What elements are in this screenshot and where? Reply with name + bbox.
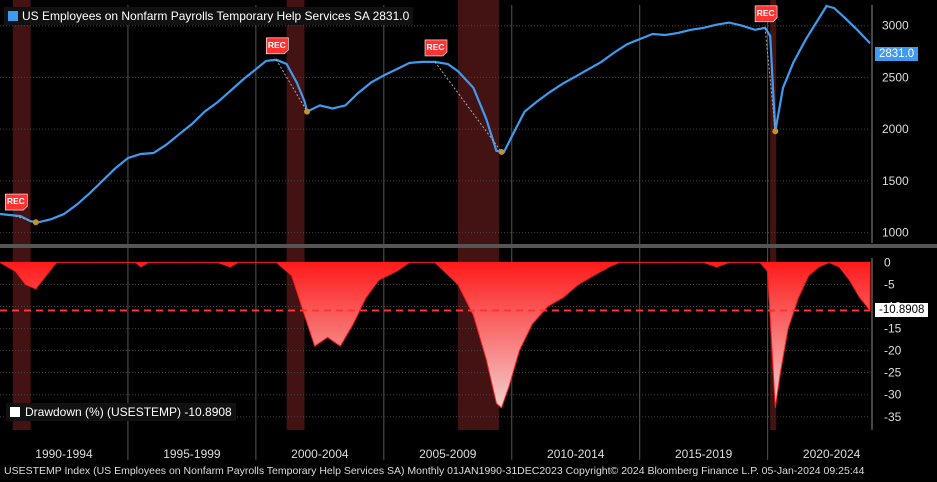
bottom-y-tick-3: -15 — [884, 322, 902, 336]
panel-divider — [0, 244, 937, 248]
recession-flag-label-0: REC — [7, 196, 25, 206]
top-y-tick-3: 2500 — [882, 70, 909, 84]
x-tick-label-3: 2005-2009 — [419, 447, 477, 461]
trough-marker-0 — [32, 219, 39, 226]
x-tick-label-2: 2000-2004 — [291, 447, 349, 461]
footer-source: USESTEMP Index (US Employees on Nonfarm … — [4, 465, 865, 477]
recession-drop-3 — [764, 27, 776, 132]
drawdown-legend: Drawdown (%) (USESTEMP) -10.8908 — [6, 403, 236, 421]
main-legend: US Employees on Nonfarm Payrolls Tempora… — [4, 7, 414, 25]
recession-flag-label-1: REC — [268, 40, 286, 50]
bottom-y-tick-5: -25 — [884, 366, 902, 380]
recession-flag-2 — [424, 39, 448, 57]
bottom-y-tick-4: -20 — [884, 344, 902, 358]
recession-flag-3 — [754, 5, 778, 23]
recession-flag-0 — [5, 193, 28, 211]
x-tick-label-0: 1990-1994 — [35, 447, 93, 461]
drawdown-legend-label: Drawdown (%) (USESTEMP) -10.8908 — [25, 405, 232, 419]
bottom-y-tick-6: -30 — [884, 388, 902, 402]
recession-band-0 — [12, 0, 31, 430]
drawdown-value-tag: -10.8908 — [875, 303, 929, 317]
recession-flag-1 — [266, 37, 289, 55]
x-tick-label-6: 2020-2024 — [803, 447, 861, 461]
top-y-tick-0: 1000 — [882, 226, 909, 240]
bottom-y-tick-0: 0 — [884, 255, 891, 269]
recession-drop-0 — [15, 215, 36, 223]
x-tick-label-1: 1995-1999 — [163, 447, 221, 461]
main-legend-label: US Employees on Nonfarm Payrolls Tempora… — [22, 9, 410, 23]
recession-band-1 — [286, 0, 305, 430]
bottom-y-tick-1: -5 — [884, 277, 895, 291]
x-tick-label-5: 2015-2019 — [675, 447, 733, 461]
x-tick-label-4: 2010-2014 — [547, 447, 605, 461]
recession-flag-label-2: REC — [427, 42, 445, 52]
drawdown-swatch — [10, 407, 20, 417]
recession-drop-2 — [434, 61, 502, 153]
trough-marker-1 — [304, 108, 311, 115]
bottom-y-tick-7: -35 — [884, 410, 902, 424]
recession-band-3 — [770, 0, 777, 430]
trough-marker-3 — [772, 128, 779, 135]
recession-flag-label-3: REC — [757, 8, 775, 18]
trough-marker-2 — [498, 148, 505, 155]
drawdown-area — [0, 261, 871, 409]
top-y-tick-2: 2000 — [882, 122, 909, 136]
top-y-tick-1: 1500 — [882, 174, 909, 188]
top-y-tick-4: 3000 — [882, 19, 909, 33]
payrolls-line — [0, 4, 871, 224]
series-swatch — [8, 11, 18, 21]
last-value-tag: 2831.0 — [875, 47, 919, 61]
